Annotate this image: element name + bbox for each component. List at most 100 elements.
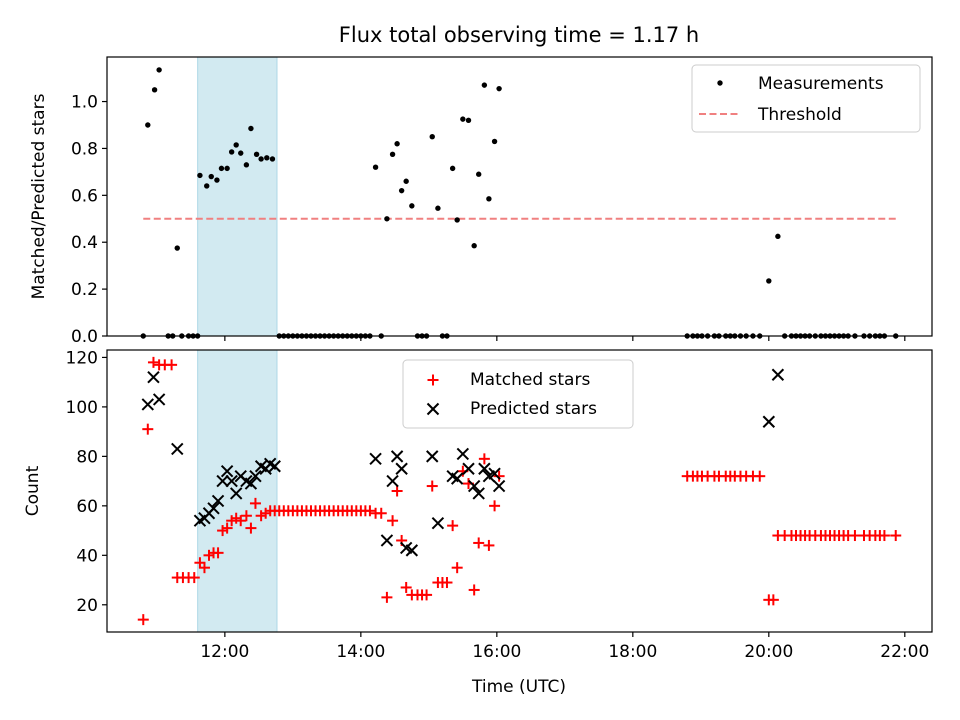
y-tick-label: 1.0: [71, 93, 98, 113]
bottom-y-axis-label: Count: [23, 465, 43, 516]
measurement-point: [269, 156, 276, 162]
predicted-star-point: [426, 450, 439, 463]
legend-x-glyph: [426, 402, 440, 416]
bottom-legend: Matched stars Predicted stars: [402, 359, 634, 429]
y-tick-label: 0.2: [71, 280, 98, 300]
matched-star-point: [245, 522, 257, 534]
matched-star-point: [364, 505, 376, 517]
measurement-point: [486, 196, 492, 202]
matched-star-point: [198, 562, 210, 574]
legend-plus-glyph: [427, 374, 439, 386]
predicted-star-point: [395, 462, 408, 475]
predicted-star-point: [229, 487, 243, 500]
measurement-point: [398, 187, 405, 194]
matched-star-point: [400, 581, 412, 593]
x-tick-label: 18:00: [608, 642, 657, 662]
matched-star-point: [387, 515, 399, 527]
matched-star-point: [235, 515, 247, 527]
measurement-point: [208, 173, 214, 180]
bottom-x-ticks: 12:00 14:00 16:00 18:00 20:00 22:00: [200, 632, 929, 662]
top-axes: 0.0 0.2 0.4 0.6 0.8 1.0 Matched/Predicted sta…: [29, 56, 933, 347]
bottom-axes-frame: [106, 349, 933, 633]
top-y-ticks: 0.0 0.2 0.4 0.6 0.8 1.0: [71, 93, 107, 347]
measurement-point: [384, 216, 390, 222]
measurement-point: [243, 162, 250, 168]
predicted-star-point: [467, 479, 481, 493]
legend-matched-marker: [427, 374, 439, 386]
measurement-point: [449, 165, 456, 172]
bottom-axes: 20 40 60 80 100 120 12:00 14:00 16:00 18:00 20:00…: [23, 348, 933, 697]
measurement-point: [496, 85, 502, 92]
predicted-star-point: [147, 371, 160, 384]
y-tick-label: 80: [76, 447, 98, 467]
top-legend-box: [691, 64, 921, 133]
matched-star-point: [381, 591, 393, 603]
x-tick-label: 22:00: [880, 642, 929, 662]
matched-star-point: [441, 577, 453, 589]
matched-star-point: [878, 530, 890, 542]
matched-star-point: [451, 562, 463, 574]
legend-threshold-label: Threshold: [757, 105, 842, 125]
matched-star-point: [421, 589, 433, 601]
count-points: [137, 356, 902, 626]
matched-star-point: [166, 359, 178, 371]
top-y-axis-label: Matched/Predicted stars: [29, 93, 49, 299]
predicted-star-point: [369, 452, 382, 466]
x-tick-label: 20:00: [744, 642, 793, 662]
legend-measurements-marker: [717, 80, 723, 86]
shaded-span-rect: [197, 56, 278, 337]
measurement-point: [228, 149, 235, 155]
matched-star-point: [767, 594, 779, 606]
predicted-star-point: [771, 368, 785, 381]
predicted-star-point: [390, 450, 404, 463]
predicted-star-point: [171, 442, 184, 456]
top-x-ticks: [224, 336, 906, 341]
measurement-point: [429, 134, 435, 140]
measurement-point: [372, 164, 379, 170]
measurement-point: [403, 178, 409, 184]
measurement-point: [238, 150, 244, 156]
matched-star-point: [375, 507, 387, 519]
matched-star-point: [240, 510, 252, 522]
predicted-star-point: [450, 472, 464, 485]
bottom-y-ticks: 20 40 60 80 100 120: [66, 348, 107, 616]
measurement-point: [481, 82, 488, 88]
matched-star-point: [221, 522, 233, 534]
predicted-star-point: [492, 479, 506, 493]
y-tick-label: 20: [76, 596, 98, 616]
predicted-star-point: [207, 502, 220, 515]
measurement-point: [204, 183, 210, 189]
y-tick-label: 120: [66, 348, 98, 368]
measurement-point: [233, 142, 239, 148]
predicted-star-point: [762, 415, 776, 428]
predicted-star-point: [268, 460, 281, 473]
matched-star-point: [473, 537, 485, 549]
matched-star-point: [426, 480, 438, 492]
measurement-point: [409, 203, 415, 209]
chart-title: Flux total observing time = 1.17 h: [339, 23, 699, 47]
y-tick-label: 0.0: [71, 327, 98, 347]
measurement-point: [258, 156, 264, 162]
matched-star-point: [483, 539, 495, 551]
x-tick-label: 12:00: [200, 642, 249, 662]
measurement-point: [454, 217, 460, 223]
measurement-point: [197, 172, 203, 179]
matched-star-point: [188, 572, 200, 584]
predicted-star-point: [211, 494, 225, 508]
measurement-point: [471, 243, 477, 249]
legend-matched-label: Matched stars: [470, 370, 590, 390]
matched-star-point: [493, 470, 505, 482]
measurement-point: [145, 122, 151, 128]
predicted-star-point: [405, 544, 419, 557]
x-axis-label: Time (UTC): [471, 677, 566, 697]
predicted-star-point: [380, 534, 394, 547]
measurement-point: [174, 245, 180, 251]
predicted-star-point: [478, 462, 491, 475]
matched-star-point: [212, 547, 224, 559]
matched-star-point: [890, 530, 902, 542]
predicted-star-point: [152, 393, 166, 406]
measurement-point: [775, 233, 781, 240]
measurement-point: [766, 278, 772, 284]
matched-star-point: [137, 614, 149, 626]
matched-star-point: [142, 423, 154, 435]
